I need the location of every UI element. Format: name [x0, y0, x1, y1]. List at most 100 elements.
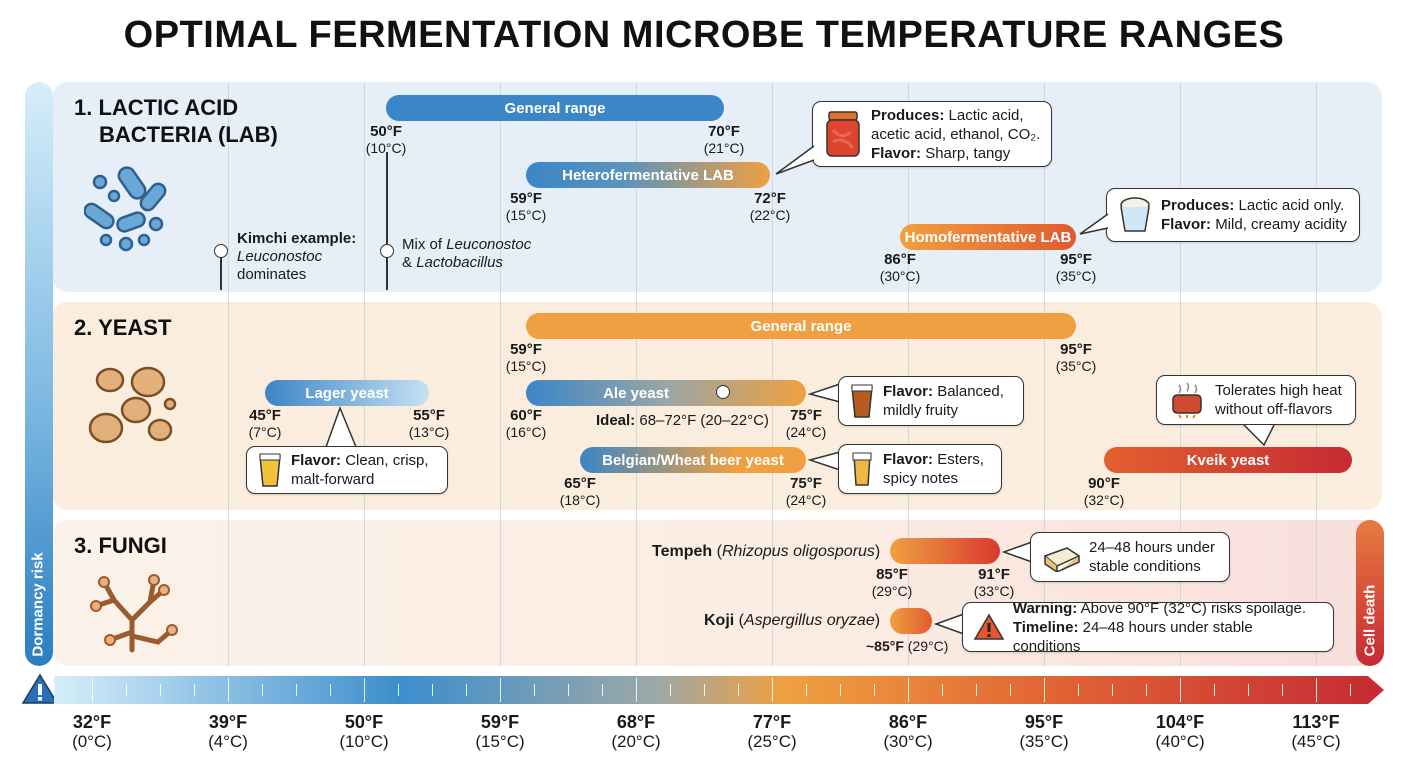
hot-pot-icon [1172, 382, 1202, 419]
axis-label-77f: 77°F (25°C) [747, 712, 797, 751]
kimchi-jar-icon [826, 111, 860, 157]
ale-ideal-note: Ideal: 68–72°F (20–22°C) [596, 412, 769, 429]
lab-title: 1. LACTIC ACID BACTERIA (LAB) [74, 95, 278, 147]
axis-tick [806, 684, 807, 696]
axis-tick [908, 678, 909, 702]
gridline [500, 82, 501, 666]
koji-label: Koji (Aspergillus oryzae) [704, 612, 881, 629]
mix-pin-line-top [386, 152, 388, 244]
ale-high-label: 75°F (24°C) [785, 407, 827, 441]
cell-death-bar [1356, 520, 1384, 666]
yogurt-cup-icon [1120, 197, 1150, 232]
yeast-cells-icon [88, 366, 177, 444]
mix-pin [380, 244, 394, 258]
dormancy-risk-label: Dormancy risk [29, 552, 47, 657]
axis-label-113f: 113°F (45°C) [1291, 712, 1341, 751]
axis-tick [296, 684, 297, 696]
axis-tick [772, 678, 773, 702]
gridline [1316, 82, 1317, 666]
axis-tick [840, 684, 841, 696]
axis-tick [1078, 684, 1079, 696]
axis-tick [398, 684, 399, 696]
axis-tick [636, 678, 637, 702]
lab-general-high-label: 70°F (21°C) [703, 123, 745, 157]
homo-low-label: 86°F (30°C) [879, 251, 921, 285]
hetero-low-label: 59°F (15°C) [505, 190, 547, 224]
temperature-gradient-bar [54, 676, 1384, 704]
wheat-beer-glass-icon [852, 452, 872, 486]
callout-pointer [1079, 213, 1109, 235]
mix-pin-line [386, 257, 388, 290]
axis-label-59f: 59°F (15°C) [475, 712, 525, 751]
callout-pointer [775, 145, 815, 175]
gridline [1180, 82, 1181, 666]
homofermentative-lab-bar: Homofermentative LAB [900, 224, 1076, 250]
lager-glass-icon [259, 453, 281, 487]
lager-high-label: 55°F (13°C) [408, 407, 450, 441]
belgian-wheat-yeast-bar: Belgian/Wheat beer yeast [580, 447, 806, 473]
tempeh-high-label: 91°F (33°C) [973, 566, 1015, 600]
axis-tick [1214, 684, 1215, 696]
bacteria-icon [84, 166, 167, 252]
axis-tick [976, 684, 977, 696]
koji-callout: Warning: Above 90°F (32°C) risks spoilag… [962, 600, 1334, 655]
axis-tick [1248, 684, 1249, 696]
hetero-high-label: 72°F (22°C) [749, 190, 791, 224]
callout-pointer [807, 383, 841, 403]
axis-tick [330, 684, 331, 696]
cell-death-label: Cell death [1361, 584, 1379, 657]
fungi-mycelium-icon [90, 574, 178, 653]
tempeh-block-icon [1043, 547, 1081, 572]
callout-pointer [1243, 424, 1275, 447]
axis-tick [1282, 684, 1283, 696]
axis-tick [194, 684, 195, 696]
lager-low-label: 45°F (7°C) [248, 407, 282, 441]
lab-general-range-bar: General range [386, 95, 724, 121]
gridline [772, 82, 773, 666]
lager-yeast-bar: Lager yeast [265, 380, 429, 406]
yeast-title: 2. YEAST [74, 315, 172, 340]
ale-callout: Flavor: Balanced, mildly fruity [838, 376, 1024, 426]
axis-label-95f: 95°F (35°C) [1019, 712, 1069, 751]
tempeh-bar [890, 538, 1000, 564]
axis-tick [228, 678, 229, 702]
axis-tick [92, 678, 93, 702]
homo-callout: Produces: Lactic acid only. Flavor: Mild,… [1106, 188, 1360, 242]
axis-tick [942, 684, 943, 696]
axis-tick [160, 684, 161, 696]
yeast-general-range-bar: General range [526, 313, 1076, 339]
axis-tick [500, 678, 501, 702]
callout-pointer [1001, 541, 1033, 563]
axis-label-104f: 104°F (40°C) [1155, 712, 1205, 751]
axis-tick [534, 684, 535, 696]
ale-glass-icon [851, 384, 873, 418]
axis-tick [1350, 684, 1351, 696]
homo-high-label: 95°F (35°C) [1055, 251, 1097, 285]
lab-general-low-label: 50°F (10°C) [365, 123, 407, 157]
mix-note: Mix of Leuconostoc & Lactobacillus [402, 236, 532, 271]
axis-tick [364, 678, 365, 702]
kveik-yeast-bar: Kveik yeast [1104, 447, 1352, 473]
axis-tick [466, 684, 467, 696]
axis-tick [1146, 684, 1147, 696]
axis-tick [126, 684, 127, 696]
warning-icon [973, 613, 1005, 640]
axis-tick [602, 684, 603, 696]
belgian-callout: Flavor: Esters, spicy notes [838, 444, 1002, 494]
axis-tick [1316, 678, 1317, 702]
yeast-general-low-label: 59°F (15°C) [505, 341, 547, 375]
koji-bar [890, 608, 932, 634]
tempeh-label: Tempeh (Rhizopus oligosporus) [652, 543, 881, 560]
dormancy-risk-bar [25, 82, 53, 666]
gridline [1044, 82, 1045, 666]
kveik-low-label: 90°F (32°C) [1083, 475, 1125, 509]
callout-pointer [325, 406, 357, 448]
heterofermentative-lab-bar: Heterofermentative LAB [526, 162, 770, 188]
yeast-general-high-label: 95°F (35°C) [1055, 341, 1097, 375]
hetero-callout: Produces: Lactic acid, acetic acid, ethan… [812, 101, 1052, 167]
tempeh-low-label: 85°F (29°C) [871, 566, 913, 600]
gridline [364, 82, 365, 666]
axis-tick [1180, 678, 1181, 702]
axis-label-86f: 86°F (30°C) [883, 712, 933, 751]
axis-label-32f: 32°F (0°C) [72, 712, 112, 751]
